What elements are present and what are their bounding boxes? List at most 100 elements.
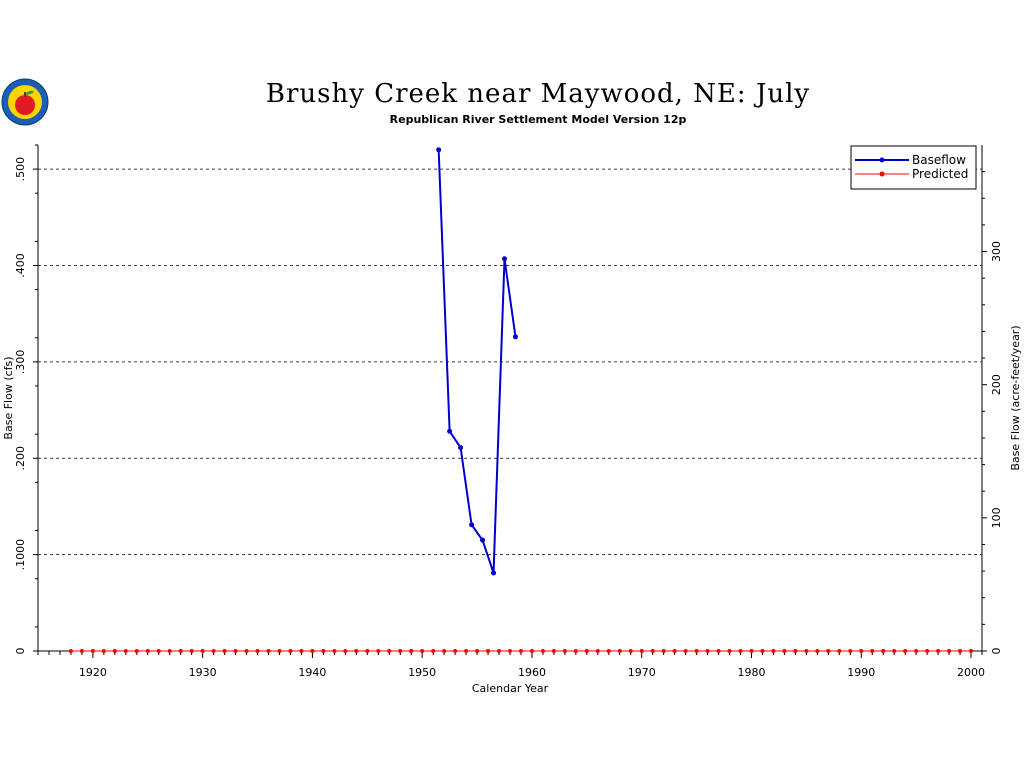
data-point-predicted [672, 649, 677, 653]
data-point-predicted [233, 649, 238, 653]
data-point-predicted [870, 649, 875, 653]
legend-baseflow-marker [879, 157, 885, 163]
data-point-predicted [310, 649, 315, 653]
data-point-baseflow [491, 570, 497, 576]
data-point-predicted [936, 649, 941, 653]
data-point-baseflow [458, 445, 464, 451]
data-point-predicted [925, 649, 930, 653]
data-point-predicted [112, 649, 117, 653]
data-point-predicted [551, 649, 556, 653]
y2-tick-label: 100 [990, 507, 1003, 528]
data-point-predicted [156, 649, 161, 653]
data-point-predicted [299, 649, 304, 653]
data-point-predicted [815, 649, 820, 653]
data-point-predicted [958, 649, 963, 653]
legend-predicted-marker [879, 171, 885, 177]
data-point-predicted [661, 649, 666, 653]
data-point-predicted [705, 649, 710, 653]
data-point-predicted [914, 649, 919, 653]
data-point-predicted [727, 649, 732, 653]
data-point-predicted [826, 649, 831, 653]
data-point-predicted [617, 649, 622, 653]
y-tick-label: .200 [14, 446, 27, 471]
x-axis-label: Calendar Year [472, 682, 549, 695]
data-point-predicted [518, 649, 523, 653]
data-point-predicted [639, 649, 644, 653]
y-tick-label: .500 [14, 157, 27, 182]
data-point-predicted [793, 649, 798, 653]
data-point-predicted [343, 649, 348, 653]
x-tick-label: 1950 [408, 666, 436, 679]
data-point-predicted [508, 649, 512, 653]
data-point-predicted [354, 649, 359, 653]
y-tick-label: .400 [14, 253, 27, 278]
chart-subtitle: Republican River Settlement Model Versio… [390, 113, 687, 126]
data-point-predicted [211, 649, 216, 653]
data-point-predicted [365, 649, 370, 653]
data-point-predicted [529, 649, 534, 653]
data-point-predicted [453, 649, 458, 653]
data-point-predicted [288, 649, 293, 653]
data-point-predicted [881, 649, 886, 653]
data-point-predicted [321, 649, 326, 653]
data-point-predicted [859, 649, 864, 653]
data-point-predicted [903, 649, 908, 653]
data-point-predicted [683, 649, 688, 653]
data-point-predicted [650, 649, 655, 653]
data-point-baseflow [512, 334, 518, 340]
y2-tick-label: 300 [990, 241, 1003, 262]
data-point-predicted [540, 649, 545, 653]
data-point-predicted [804, 649, 809, 653]
chart-title: Brushy Creek near Maywood, NE: July [266, 79, 810, 109]
data-point-predicted [892, 649, 897, 653]
data-point-predicted [486, 649, 491, 653]
x-tick-label: 1940 [298, 666, 326, 679]
data-point-predicted [595, 649, 600, 653]
data-point-baseflow [469, 522, 475, 528]
data-point-baseflow [447, 428, 453, 434]
x-tick-label: 1980 [737, 666, 765, 679]
data-point-predicted [837, 649, 842, 653]
data-point-predicted [266, 649, 271, 653]
x-tick-label: 1970 [628, 666, 656, 679]
data-point-predicted [749, 649, 754, 653]
data-point-predicted [255, 649, 260, 653]
data-point-predicted [584, 649, 589, 653]
data-point-predicted [771, 649, 776, 653]
data-point-predicted [398, 649, 403, 653]
legend-box [850, 145, 977, 190]
data-point-predicted [332, 649, 337, 653]
data-point-predicted [782, 649, 787, 653]
data-point-predicted [420, 649, 425, 653]
data-point-predicted [409, 649, 414, 653]
data-point-predicted [716, 649, 721, 653]
data-point-predicted [277, 649, 282, 653]
data-point-predicted [848, 649, 853, 653]
data-point-baseflow [502, 256, 508, 262]
data-point-predicted [947, 649, 952, 653]
y-tick-label: .1000 [14, 539, 27, 571]
data-point-baseflow [436, 147, 442, 153]
data-point-baseflow [480, 537, 486, 543]
data-point-predicted [969, 649, 974, 653]
data-point-predicted [244, 649, 249, 653]
data-point-predicted [101, 649, 106, 653]
apple-logo [1, 78, 49, 126]
legend-baseflow-label: Baseflow [912, 153, 966, 167]
data-point-predicted [573, 649, 578, 653]
data-point-predicted [68, 649, 73, 653]
data-point-predicted [167, 649, 172, 653]
data-point-predicted [475, 649, 480, 653]
data-point-predicted [760, 649, 765, 653]
data-point-predicted [562, 649, 567, 653]
data-point-predicted [387, 649, 392, 653]
data-point-predicted [123, 649, 128, 653]
x-tick-label: 1990 [847, 666, 875, 679]
data-point-predicted [79, 649, 84, 653]
x-tick-label: 1960 [518, 666, 546, 679]
data-point-predicted [464, 649, 469, 653]
data-point-predicted [606, 649, 611, 653]
y-tick-label: 0 [14, 648, 27, 655]
series-line-baseflow [437, 149, 517, 574]
data-point-predicted [738, 649, 743, 653]
